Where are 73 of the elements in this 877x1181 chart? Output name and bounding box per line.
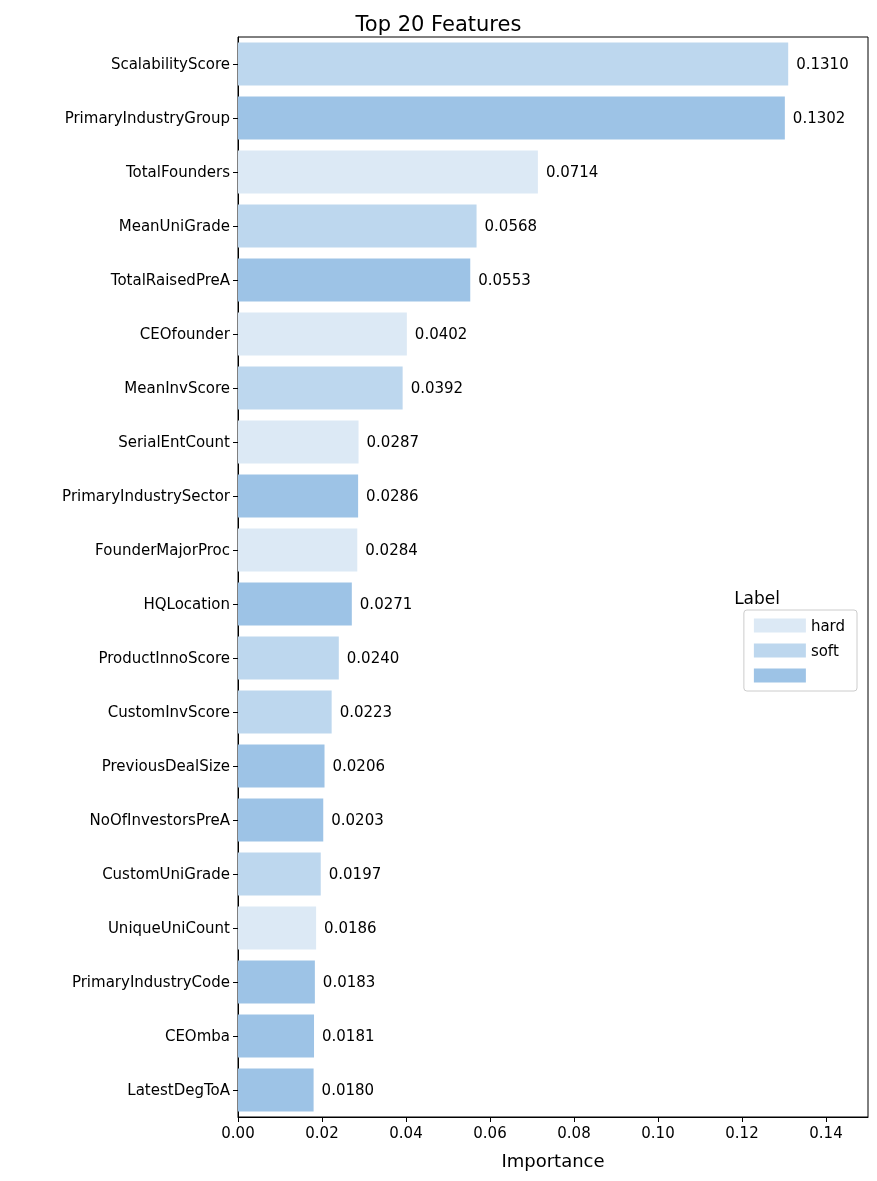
y-tick-label: CEOfounder <box>139 325 231 343</box>
x-tick-label: 0.00 <box>221 1123 255 1142</box>
data-label: 0.0197 <box>328 865 382 883</box>
data-label: 0.0714 <box>545 163 599 181</box>
bar <box>238 852 321 896</box>
bar <box>238 582 352 626</box>
y-tick-label: FounderMajorProc <box>95 541 230 559</box>
bar <box>238 42 789 86</box>
y-tick-label: PreviousDealSize <box>101 757 230 775</box>
data-label: 0.0181 <box>322 1027 375 1045</box>
y-tick-label: TotalFounders <box>124 163 231 181</box>
y-tick-label: LatestDegToA <box>127 1081 231 1099</box>
legend-label: hard <box>810 616 845 635</box>
data-label: 0.0223 <box>339 703 393 721</box>
x-tick-label: 0.12 <box>725 1123 759 1142</box>
legend-label: soft <box>810 641 839 660</box>
data-label: 0.0568 <box>484 217 538 235</box>
data-label: 0.0553 <box>478 271 531 289</box>
y-tick-label: UniqueUniCount <box>107 919 231 937</box>
bar <box>238 150 538 194</box>
bar <box>238 636 339 680</box>
data-label: 0.0271 <box>359 595 413 613</box>
y-tick-label: NoOfInvestorsPreA <box>89 811 231 829</box>
chart-title: Top 20 Features <box>354 11 522 36</box>
bar <box>238 690 332 734</box>
bar <box>238 366 403 410</box>
bar <box>238 474 359 518</box>
x-tick-label: 0.08 <box>557 1123 591 1142</box>
bar <box>238 744 325 788</box>
y-tick-label: TotalRaisedPreA <box>109 271 231 289</box>
data-label: 0.0186 <box>324 919 377 937</box>
bar <box>238 528 358 572</box>
data-label: 0.0392 <box>410 379 464 397</box>
data-label: 0.1302 <box>792 109 846 127</box>
bar <box>238 906 317 950</box>
x-tick-label: 0.14 <box>809 1123 843 1142</box>
x-tick-label: 0.06 <box>473 1123 507 1142</box>
data-label: 0.0284 <box>365 541 418 559</box>
bar <box>238 96 785 140</box>
y-tick-label: MeanUniGrade <box>118 217 230 235</box>
data-label: 0.0203 <box>331 811 384 829</box>
bar <box>238 258 471 302</box>
legend-title: Label <box>734 587 781 608</box>
y-tick-label: CEOmba <box>164 1027 230 1045</box>
data-label: 0.0183 <box>322 973 376 991</box>
data-label: 0.0286 <box>366 487 419 505</box>
bar <box>238 798 324 842</box>
x-axis-title: Importance <box>501 1149 605 1171</box>
y-tick-label: HQLocation <box>143 595 230 613</box>
y-tick-label: PrimaryIndustryGroup <box>64 109 230 127</box>
data-label: 0.0287 <box>366 433 420 451</box>
data-label: 0.0240 <box>346 649 400 667</box>
data-label: 0.0402 <box>414 325 468 343</box>
data-label: 0.0180 <box>321 1081 375 1099</box>
bar <box>238 312 407 356</box>
y-tick-label: SerialEntCount <box>118 433 231 451</box>
x-tick-label: 0.04 <box>389 1123 423 1142</box>
y-tick-label: PrimaryIndustryCode <box>71 973 230 991</box>
bar <box>238 1068 314 1112</box>
x-tick-label: 0.02 <box>305 1123 339 1142</box>
bar <box>238 1014 315 1058</box>
y-tick-label: CustomInvScore <box>107 703 230 721</box>
bar <box>238 960 315 1004</box>
y-tick-label: CustomUniGrade <box>102 865 230 883</box>
data-label: 0.1310 <box>796 55 849 73</box>
bar <box>238 204 477 248</box>
data-label: 0.0206 <box>332 757 386 775</box>
y-tick-label: ProductInnoScore <box>98 649 230 667</box>
bar <box>238 420 359 464</box>
x-tick-label: 0.10 <box>641 1123 675 1142</box>
y-tick-label: ScalabilityScore <box>110 55 230 73</box>
y-tick-label: MeanInvScore <box>124 379 230 397</box>
y-tick-label: PrimaryIndustrySector <box>62 487 231 505</box>
